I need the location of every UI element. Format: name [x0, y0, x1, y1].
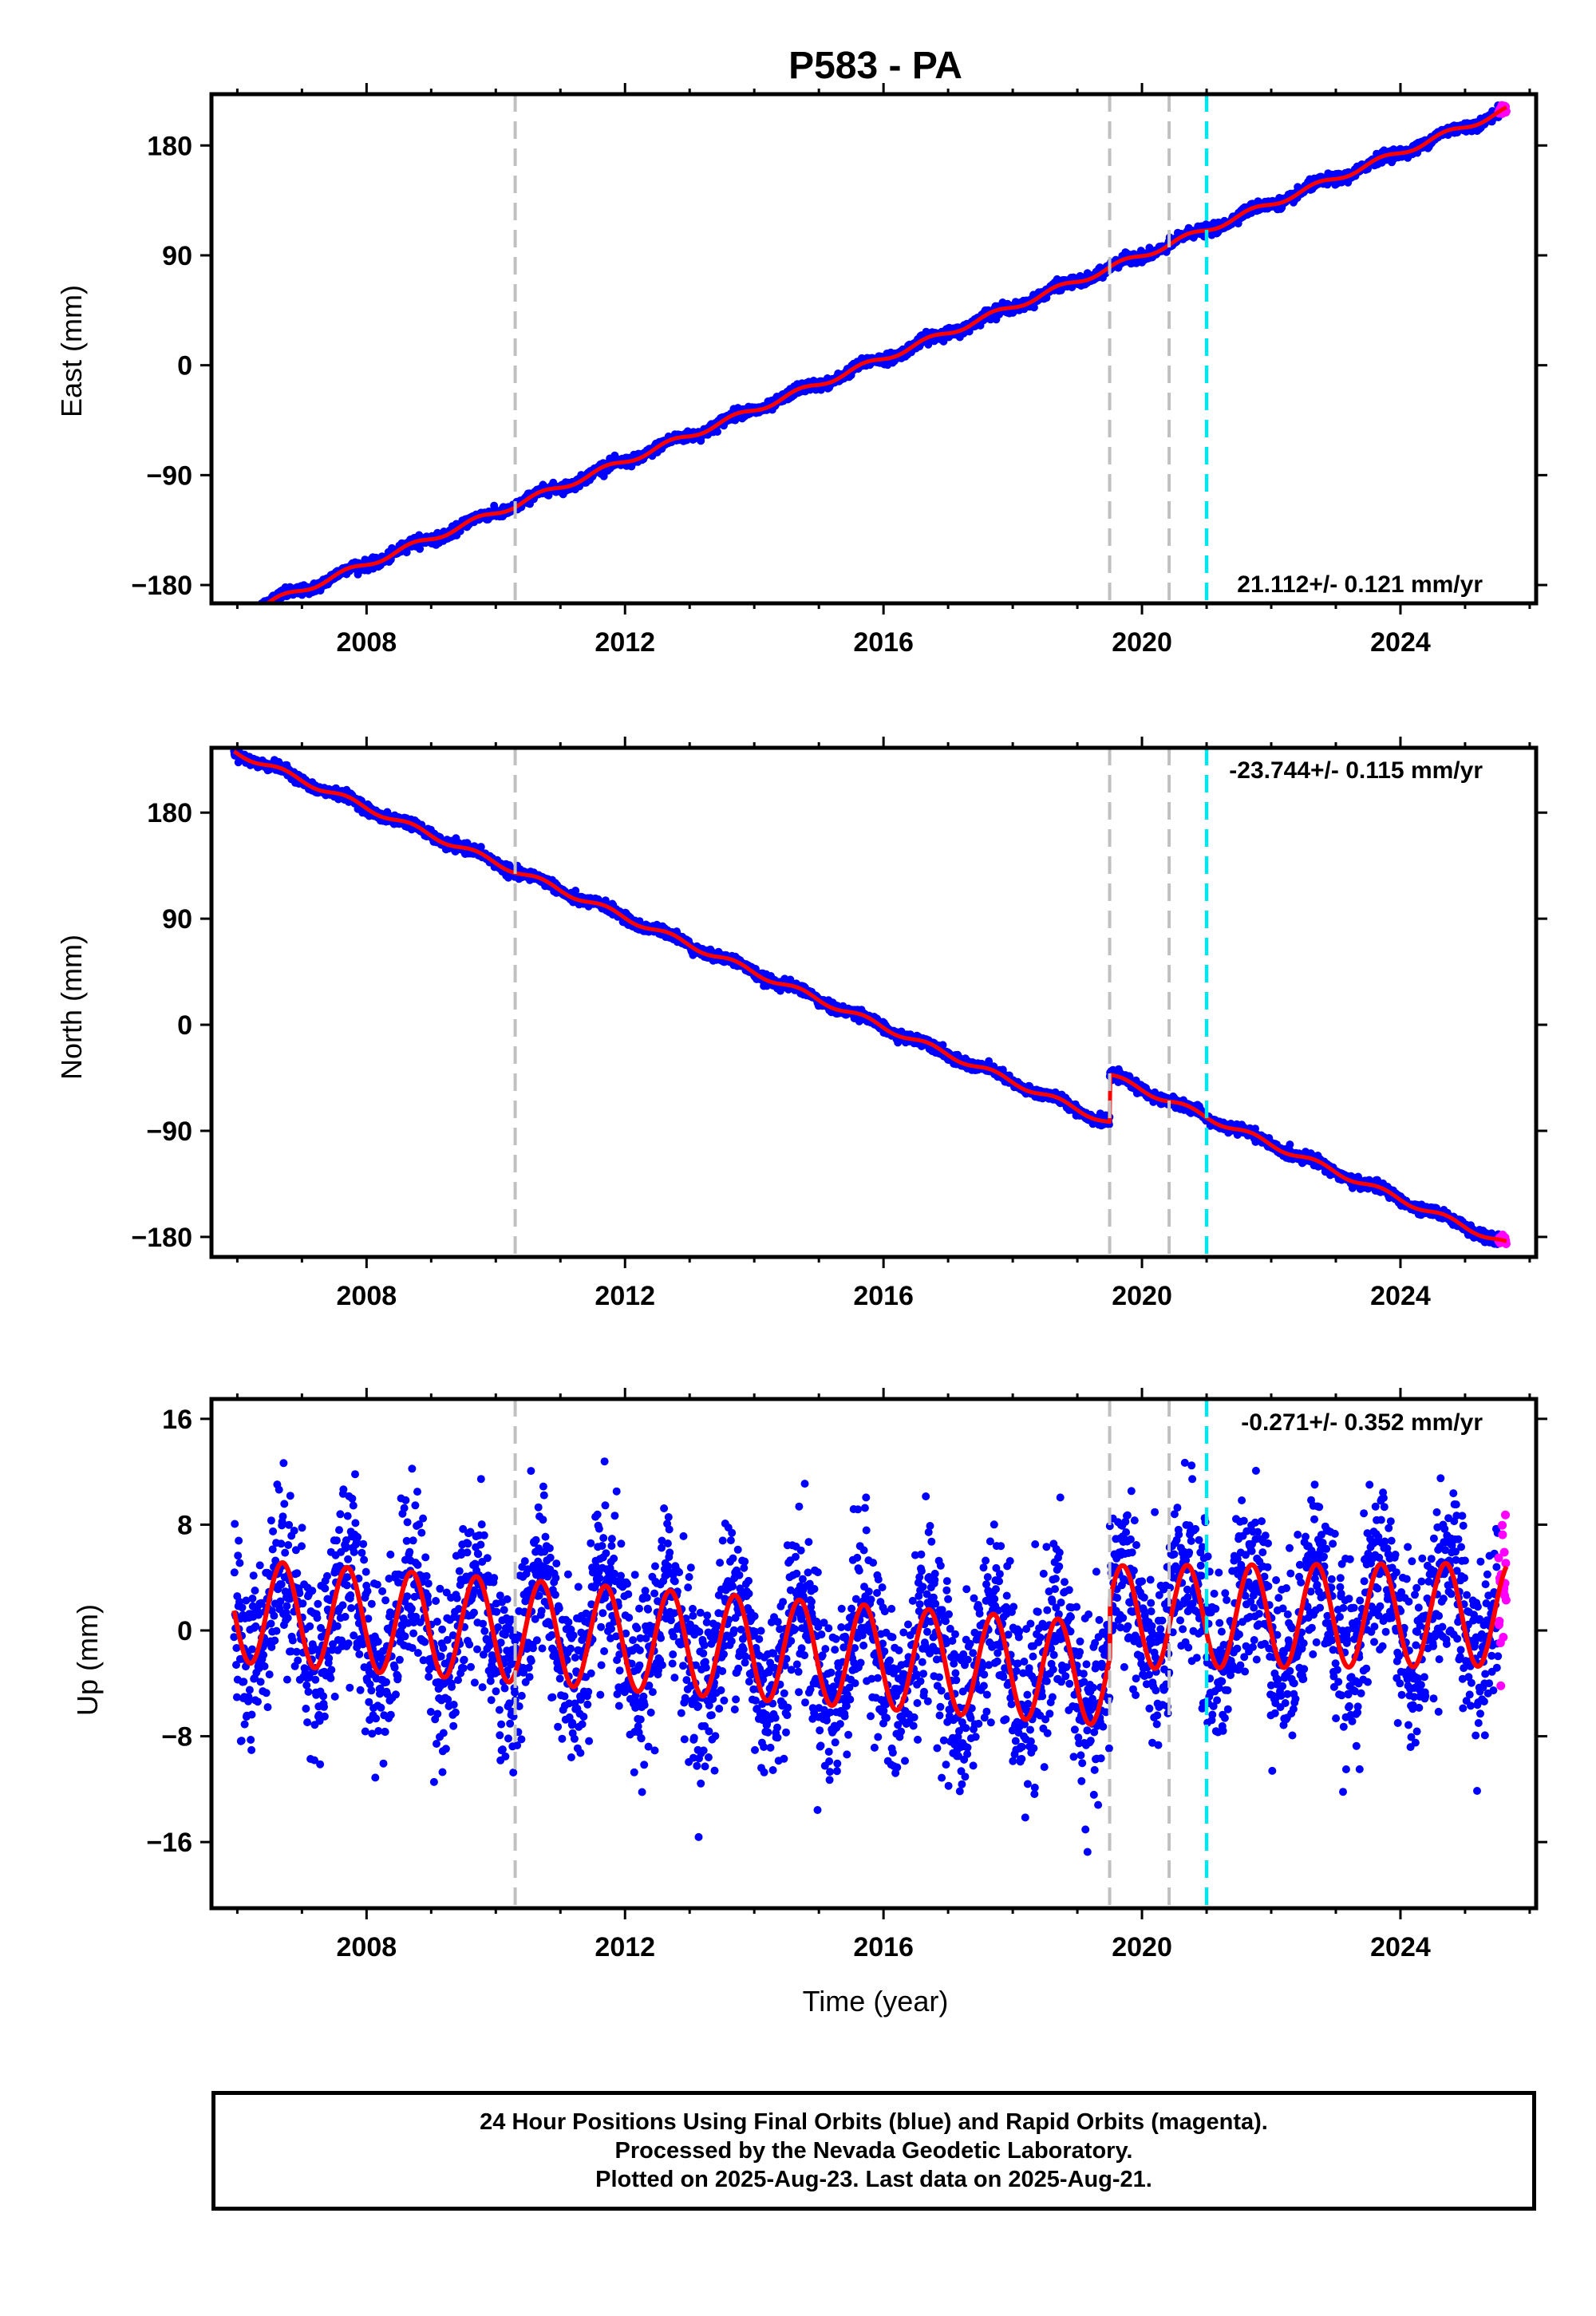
east-data-point: [235, 611, 243, 619]
east-data-point: [242, 612, 250, 620]
east-data-point: [243, 614, 251, 622]
north-plot-area: [230, 748, 1511, 1248]
east-rate-label: 21.112+/- 0.121 mm/yr: [1237, 571, 1483, 598]
east-data-point: [239, 611, 247, 619]
east-data-point: [232, 612, 240, 620]
east-xtick-label: 2024: [1370, 627, 1431, 658]
east-data-point: [250, 607, 258, 615]
east-xtick-label: 2020: [1112, 627, 1172, 658]
east-xtick-label: 2008: [337, 627, 397, 658]
east-data-point: [240, 608, 248, 616]
east-xtick-label: 2016: [853, 627, 914, 658]
east-data-point: [230, 614, 238, 622]
east-data-point: [255, 607, 263, 615]
east-data-point: [236, 613, 244, 621]
east-xtick-label: 2012: [595, 627, 655, 658]
east-data-point: [247, 610, 255, 618]
east-data-point: [233, 611, 241, 619]
east-data-point: [235, 615, 243, 623]
east-data-point: [233, 612, 241, 620]
east-data-point: [255, 607, 263, 615]
east-data-point: [256, 604, 264, 612]
east-data-point: [248, 608, 256, 616]
east-data-point: [245, 611, 253, 619]
east-data-point: [252, 611, 260, 619]
east-data-point: [232, 614, 240, 622]
east-data-point: [244, 607, 252, 615]
east-data-point: [247, 613, 255, 621]
east-data-point: [231, 614, 239, 622]
east-data-point: [255, 607, 263, 615]
east-data-point: [255, 610, 263, 618]
east-data-point: [235, 611, 243, 619]
east-data-point: [237, 611, 245, 619]
east-data-point: [243, 609, 251, 617]
east-data-point: [239, 615, 247, 622]
east-data-point: [242, 612, 250, 620]
east-data-point: [238, 612, 246, 620]
east-data-point: [231, 612, 239, 620]
east-data-point: [240, 608, 248, 616]
east-ytick-label: 0: [177, 351, 192, 381]
east-data-point: [243, 611, 251, 619]
east-data-point: [249, 606, 257, 614]
east-data-point: [245, 615, 253, 622]
east-data-point: [239, 613, 247, 621]
east-data-point: [245, 615, 253, 622]
east-data-point: [238, 611, 246, 619]
east-data-point: [250, 611, 258, 619]
east-ytick-label: −180: [131, 571, 192, 601]
east-data-point: [236, 615, 244, 623]
east-data-point: [246, 611, 254, 619]
east-ylabel: East (mm): [55, 285, 88, 417]
east-model-line: [263, 105, 1508, 603]
east-data-point: [251, 611, 259, 619]
east-data-point: [244, 611, 252, 619]
east-data-point: [248, 610, 256, 618]
east-data-point: [255, 607, 263, 615]
east-data-point: [251, 606, 259, 614]
east-data-point: [239, 610, 247, 618]
east-data-point: [246, 611, 254, 619]
east-data-point: [253, 608, 261, 616]
east-data-point: [251, 606, 259, 614]
east-data-point: [252, 607, 260, 615]
east-data-point: [237, 610, 245, 618]
east-plot-area: [230, 101, 1511, 626]
east-data-point: [241, 609, 249, 617]
east-panel: 2008 2012 2016 2020 2024 −180 −90 0 90 180 East (…: [55, 83, 1547, 658]
east-data-point: [234, 618, 242, 626]
east-data-point: [251, 607, 259, 615]
east-data-point: [713, 428, 721, 436]
east-data-point: [239, 611, 247, 619]
east-data-point: [249, 607, 257, 615]
east-data-point: [242, 611, 250, 619]
east-data-point: [234, 614, 242, 622]
east-data-point: [247, 607, 255, 615]
chart-title: P583 - PA: [788, 45, 962, 87]
east-data-point: [247, 608, 255, 616]
east-ytick-label: −90: [146, 460, 192, 491]
east-data-point: [257, 605, 265, 613]
east-data-point: [260, 606, 268, 614]
east-data-point: [241, 608, 249, 616]
east-data-point: [231, 611, 239, 619]
east-data-point: [235, 614, 243, 622]
east-data-point: [235, 615, 243, 623]
east-data-point: [254, 605, 262, 613]
east-data-point: [599, 472, 608, 480]
east-data-point: [254, 604, 262, 612]
east-data-point: [232, 612, 240, 620]
east-ytick-label: 90: [162, 241, 192, 271]
east-data-point: [258, 605, 266, 613]
east-ytick-label: 180: [147, 131, 192, 161]
east-data-point: [243, 617, 251, 625]
east-data-point: [257, 607, 265, 615]
east-data-point: [231, 609, 239, 617]
